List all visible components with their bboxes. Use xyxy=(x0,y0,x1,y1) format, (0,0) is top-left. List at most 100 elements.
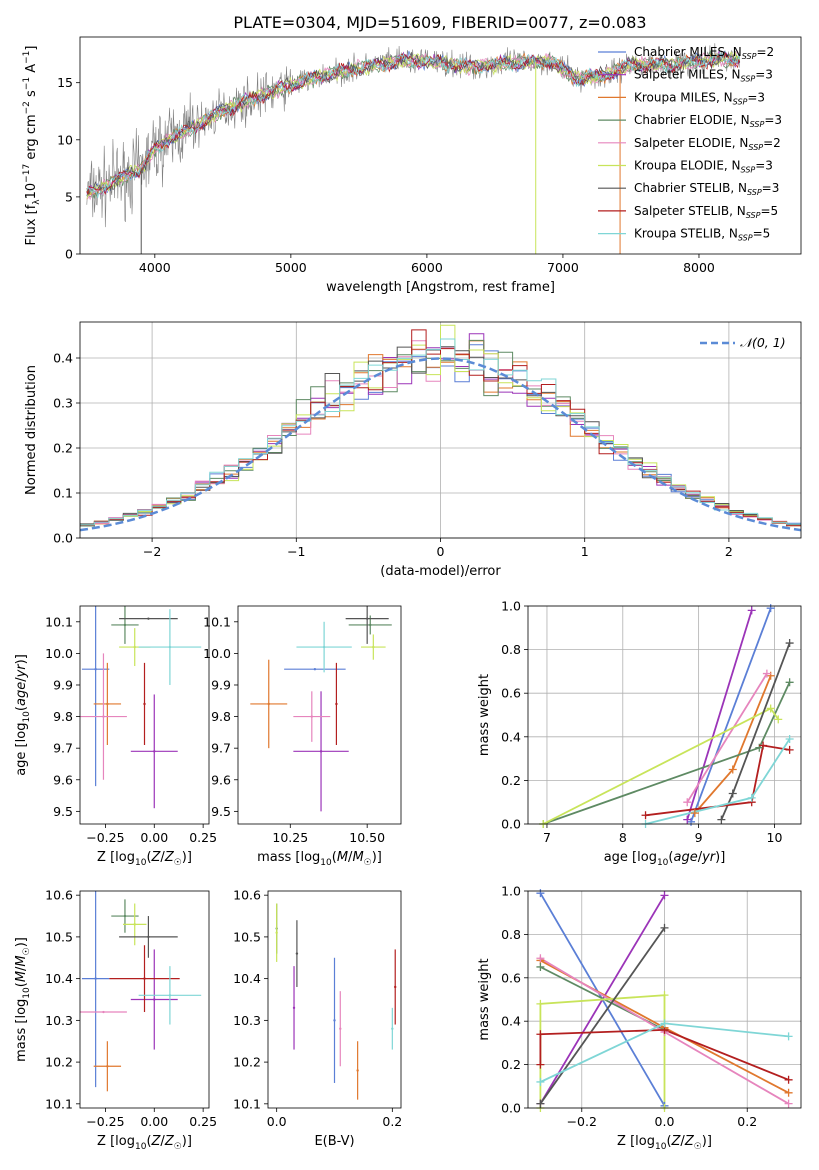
legend-label-main: Kroupa ELODIE, N xyxy=(634,159,741,173)
x-axis-label-part: / xyxy=(680,1134,685,1149)
y-tick-label: 9.7 xyxy=(53,741,73,756)
x-axis-label-part: Z xyxy=(164,1134,175,1149)
x-axis-label-part: / xyxy=(160,850,165,865)
y-tick-label: 0 xyxy=(65,247,73,262)
y-axis-label-part: 10 xyxy=(22,987,32,999)
legend-label: Salpeter ELODIE, NSSP=2 xyxy=(634,136,781,152)
panel-residuals: −2 −1 0 1 2 0.0 0.1 0.2 0.3 0.4 (data-model)/error… xyxy=(24,321,802,579)
y-axis-label-part: age [log xyxy=(14,723,29,776)
legend-label-sub: SSP xyxy=(741,166,756,175)
axes-frame xyxy=(79,890,210,1109)
panel-mass-ebv: 0.0 0.2 10.1 10.2 10.3 10.4 10.5 10.6 E(B-V) xyxy=(233,888,402,1149)
x-axis-label: mass [log10(M/M☉)] xyxy=(257,850,382,868)
weight-marker xyxy=(536,999,545,1008)
y-tick-label: 9.5 xyxy=(211,804,231,819)
legend-label-sub: SSP xyxy=(750,120,765,129)
y-tick-label: 0.0 xyxy=(53,531,73,546)
x-tick-label: 1 xyxy=(581,544,589,559)
y-tick-label: 0.6 xyxy=(501,686,521,701)
model-spectrum-line xyxy=(86,52,741,199)
y-tick-label: 15 xyxy=(57,75,73,90)
weight-marker xyxy=(762,669,771,678)
weight-marker xyxy=(766,704,775,713)
weight-marker xyxy=(728,765,737,774)
weight-marker xyxy=(660,923,669,932)
data-point xyxy=(356,1069,359,1072)
axes-frame xyxy=(527,605,802,825)
x-axis-label-part: Z xyxy=(684,1134,695,1149)
legend-label: 𝒩(0, 1) xyxy=(740,335,786,350)
x-tick-label: 0.00 xyxy=(140,830,168,845)
legend-label: Kroupa STELIB, NSSP=5 xyxy=(634,227,770,243)
x-tick-label: 10.25 xyxy=(272,830,308,845)
legend-label-sub: SSP xyxy=(746,211,761,220)
data-point xyxy=(133,645,136,649)
x-axis-label-part: 10 xyxy=(135,858,147,868)
weight-marker xyxy=(536,962,545,971)
legend-label-tail: =5 xyxy=(760,204,778,218)
y-tick-label: 0.2 xyxy=(53,441,73,456)
data-point xyxy=(153,998,156,1001)
y-axis-label-part: yr xyxy=(14,663,29,679)
data-point xyxy=(102,1010,105,1014)
x-axis-label-part: ( xyxy=(332,850,337,865)
plot-area xyxy=(80,324,801,532)
y-tick-label: 10.3 xyxy=(233,1013,261,1028)
y-axis-label-part: erg cm xyxy=(24,114,39,163)
x-tick-label: 4000 xyxy=(139,260,171,275)
data-point xyxy=(123,914,127,918)
x-axis-label-part: / xyxy=(160,1134,165,1149)
panel-spectrum: 4000 5000 6000 7000 8000 0 5 10 15 wavelength [An… xyxy=(22,36,802,295)
y-tick-label: 0.4 xyxy=(501,1014,521,1029)
data-point xyxy=(153,750,156,753)
data-point xyxy=(102,715,105,718)
legend-label-sub: SSP xyxy=(733,97,748,106)
data-point xyxy=(168,994,172,997)
y-tick-label: 10.6 xyxy=(45,888,73,903)
x-tick-label: 0.2 xyxy=(382,1114,402,1129)
x-axis-label-part: age [log xyxy=(604,850,657,865)
x-axis-label-part: M xyxy=(352,850,363,865)
x-tick-label: 6000 xyxy=(411,260,443,275)
x-axis-label-part: ( xyxy=(146,1134,151,1149)
y-axis-label-part: ( xyxy=(14,706,29,711)
x-axis-label-part: Z [log xyxy=(617,1134,655,1149)
y-tick-label: 1.0 xyxy=(501,599,521,614)
y-axis-label-part: −1 xyxy=(22,51,32,64)
y-axis-label-part: A xyxy=(24,64,39,77)
x-axis-label-part: M xyxy=(337,850,348,865)
x-tick-label: −0.25 xyxy=(86,1114,124,1129)
plot-area xyxy=(250,606,392,812)
x-axis-label-part: Z xyxy=(671,1134,682,1149)
plot-area xyxy=(275,903,397,1100)
legend-label-main: Salpeter STELIB, N xyxy=(634,204,746,218)
weight-marker xyxy=(536,954,545,963)
x-axis-label: Z [log10(Z/Z☉)] xyxy=(617,1134,712,1152)
legend-label-main: Chabrier ELODIE, N xyxy=(634,113,750,127)
data-point xyxy=(106,1065,109,1068)
data-point xyxy=(94,977,97,980)
plot-area xyxy=(80,891,202,1092)
data-point xyxy=(133,923,136,926)
data-point xyxy=(372,645,375,649)
data-point xyxy=(106,702,109,706)
weight-marker xyxy=(785,639,794,648)
x-axis-label-part: mass [log xyxy=(257,850,320,865)
y-tick-label: 5 xyxy=(65,189,73,204)
y-axis-label-part: −2 xyxy=(22,101,32,114)
x-axis-label: Z [log10(Z/Z☉)] xyxy=(97,1134,192,1152)
y-axis-label: mass weight xyxy=(477,958,492,1040)
y-tick-label: 9.9 xyxy=(53,677,73,692)
data-point xyxy=(295,952,299,955)
weight-marker xyxy=(660,991,669,1000)
y-tick-label: 0.6 xyxy=(501,970,521,985)
y-tick-label: 0.3 xyxy=(53,396,73,411)
x-axis-label-part: ( xyxy=(146,850,151,865)
data-point xyxy=(319,750,323,753)
y-tick-label: 10.3 xyxy=(45,1013,73,1028)
y-tick-label: 10.6 xyxy=(233,888,261,903)
x-tick-label: 9 xyxy=(695,830,703,845)
y-axis-label: age [log10(age/yr)] xyxy=(14,654,32,776)
x-tick-label: 8000 xyxy=(683,260,715,275)
